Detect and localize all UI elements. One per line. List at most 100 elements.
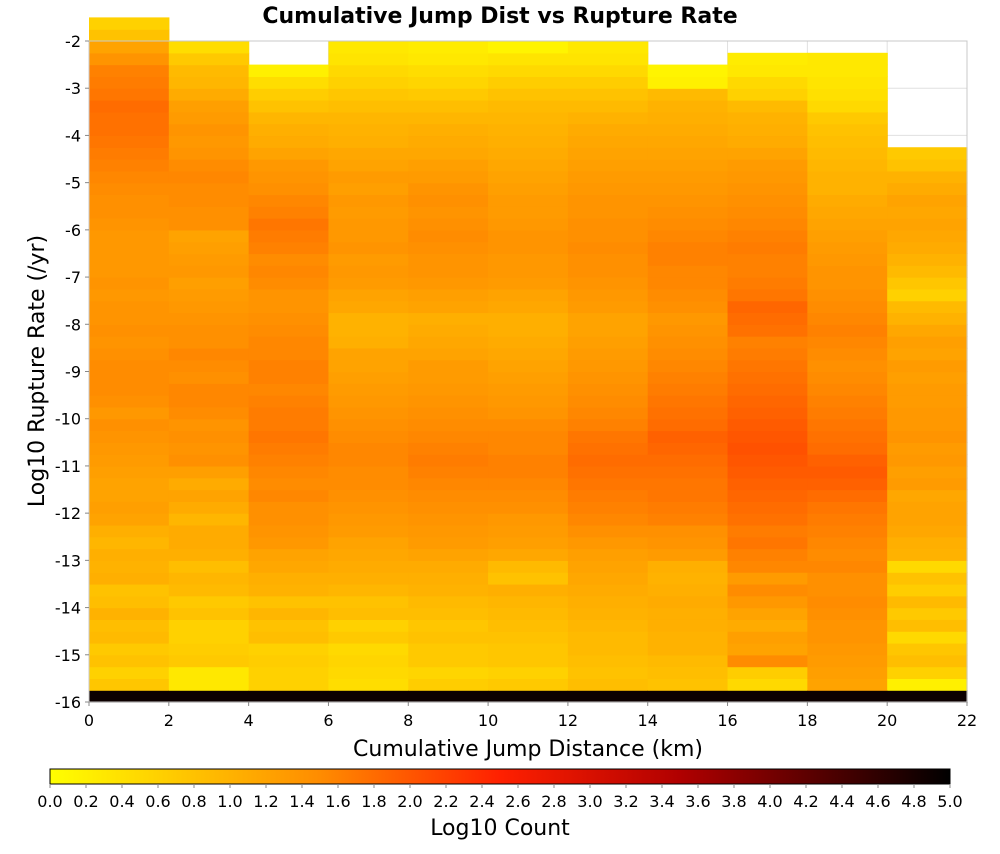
heatmap-cell <box>89 583 170 597</box>
heatmap-cell <box>168 147 250 160</box>
heatmap-cell <box>567 123 649 137</box>
heatmap-cell <box>168 288 250 302</box>
heatmap-cell <box>727 100 808 113</box>
heatmap-cell <box>567 182 649 196</box>
heatmap-cell <box>248 229 330 243</box>
heatmap-cell <box>248 395 330 408</box>
heatmap-cell <box>168 536 250 550</box>
heatmap-cell <box>647 159 729 172</box>
heatmap-cell <box>567 277 649 290</box>
heatmap-cell <box>328 524 409 538</box>
heatmap-cell <box>567 41 649 54</box>
heatmap-cell <box>89 41 170 54</box>
heatmap-cell <box>328 170 409 184</box>
heatmap-cell <box>727 383 808 396</box>
heatmap-cell <box>647 336 729 349</box>
heatmap-cell <box>328 182 409 196</box>
x-tick-label: 6 <box>323 711 333 730</box>
heatmap-cell <box>328 572 409 585</box>
heatmap-cell <box>168 277 250 290</box>
heatmap-cell <box>248 418 330 432</box>
x-tick-label: 2 <box>164 711 174 730</box>
heatmap-cell <box>408 690 489 703</box>
heatmap-cell <box>328 607 409 620</box>
heatmap-cell <box>567 489 649 502</box>
heatmap-cell <box>248 123 330 137</box>
heatmap-cell <box>807 371 888 384</box>
heatmap-cell <box>647 312 729 325</box>
heatmap-cell <box>248 64 330 78</box>
heatmap-cell <box>727 277 808 290</box>
heatmap-cell <box>727 548 808 561</box>
heatmap-cell <box>168 194 250 207</box>
heatmap-cell <box>807 442 888 455</box>
heatmap-cell <box>488 182 569 196</box>
heatmap-cell <box>328 111 409 125</box>
heatmap-cell <box>567 560 649 573</box>
heatmap-cell <box>328 548 409 561</box>
heatmap-cell <box>647 182 729 196</box>
heatmap-cell <box>248 347 330 361</box>
heatmap-cell <box>727 560 808 573</box>
heatmap-cell <box>248 300 330 314</box>
heatmap-cell <box>488 454 569 467</box>
heatmap-cell <box>248 194 330 207</box>
heatmap-cell <box>248 642 330 656</box>
heatmap-cell <box>567 300 649 314</box>
heatmap-cell <box>807 159 888 172</box>
heatmap-cell <box>248 312 330 325</box>
heatmap-cell <box>408 406 489 420</box>
heatmap-cell <box>408 170 489 184</box>
heatmap-cell <box>727 619 808 632</box>
heatmap-cell <box>89 111 170 125</box>
heatmap-cell <box>408 336 489 349</box>
heatmap-cell <box>168 76 250 89</box>
heatmap-cell <box>408 560 489 573</box>
heatmap-cell <box>567 371 649 384</box>
heatmap-cell <box>408 418 489 432</box>
heatmap-cell <box>488 64 569 78</box>
heatmap-cell <box>488 501 569 514</box>
heatmap-cell <box>488 572 569 585</box>
heatmap-cell <box>328 359 409 373</box>
heatmap-cell <box>488 288 569 302</box>
heatmap-cell <box>727 583 808 597</box>
heatmap-cell <box>567 524 649 538</box>
heatmap-cell <box>488 595 569 609</box>
heatmap-cell <box>408 52 489 66</box>
x-axis-ticks: 0 2 4 6 8 10 12 14 16 18 20 22 <box>84 702 977 730</box>
heatmap-cell <box>168 300 250 314</box>
heatmap-cell <box>168 631 250 644</box>
heatmap-cell <box>567 465 649 479</box>
colorbar-tick-label: 3.2 <box>613 792 638 811</box>
heatmap-cell <box>328 690 409 703</box>
heatmap-cell <box>408 501 489 514</box>
heatmap-cell <box>488 88 569 101</box>
heatmap-cell <box>328 76 409 89</box>
heatmap-cell <box>408 524 489 538</box>
heatmap-cell <box>567 170 649 184</box>
heatmap-cell <box>647 170 729 184</box>
heatmap-cell <box>408 395 489 408</box>
heatmap-cell <box>488 111 569 125</box>
heatmap-cell <box>567 430 649 443</box>
x-tick-label: 10 <box>478 711 498 730</box>
heatmap-cell <box>89 206 170 219</box>
heatmap-cell <box>567 52 649 66</box>
heatmap-cell <box>488 206 569 219</box>
heatmap-cell <box>647 241 729 255</box>
heatmap-cell <box>168 583 250 597</box>
heatmap-cell <box>89 595 170 609</box>
heatmap-cell <box>727 324 808 337</box>
heatmap-cell <box>727 536 808 550</box>
heatmap-cell <box>887 524 968 538</box>
heatmap-cell <box>248 465 330 479</box>
y-tick-label: -9 <box>65 363 81 382</box>
heatmap-cell <box>488 654 569 668</box>
heatmap-cell <box>807 229 888 243</box>
heatmap-cell <box>567 395 649 408</box>
heatmap-cell <box>89 76 170 89</box>
heatmap-cell <box>887 654 968 668</box>
heatmap-cell <box>727 430 808 443</box>
